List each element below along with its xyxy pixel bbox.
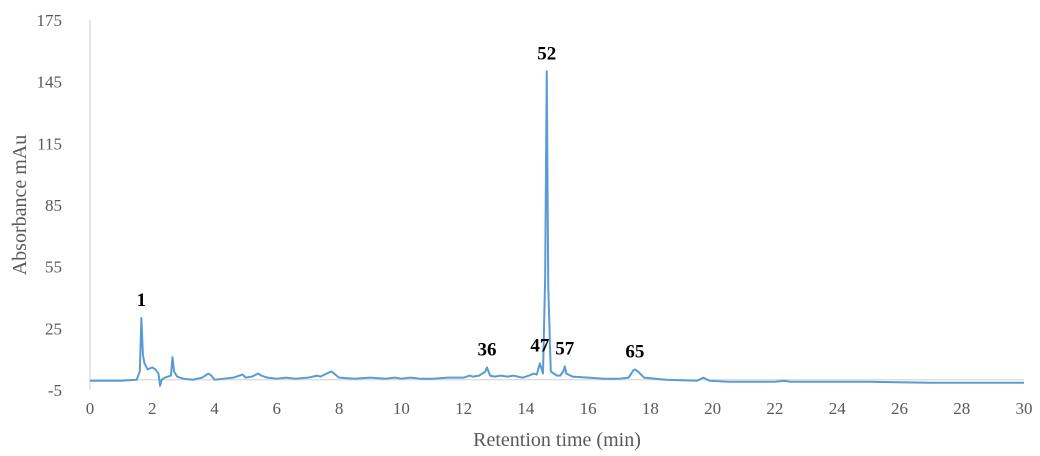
y-tick-label: 55 — [45, 258, 62, 277]
x-tick-label: 20 — [704, 399, 721, 418]
peak-label: 65 — [625, 341, 644, 362]
y-tick-label: 145 — [37, 73, 63, 92]
x-tick-label: 22 — [766, 399, 783, 418]
y-tick-label: 25 — [45, 319, 62, 338]
peak-label: 57 — [555, 338, 575, 359]
axes — [89, 20, 1024, 390]
x-tick-label: 4 — [210, 399, 219, 418]
y-tick-label: 115 — [37, 134, 62, 153]
peak-label: 52 — [537, 43, 556, 64]
x-tick-label: 14 — [517, 399, 535, 418]
y-tick-labels: -5 25 55 85 115 145 175 — [37, 11, 63, 400]
x-tick-labels: 0 2 4 6 8 10 12 14 16 18 20 22 24 26 28 30 — [86, 399, 1033, 418]
x-tick-label: 0 — [86, 399, 95, 418]
absorbance-series-line — [90, 70, 1024, 387]
y-tick-label: 85 — [45, 196, 62, 215]
x-tick-label: 18 — [642, 399, 659, 418]
x-tick-label: 24 — [829, 399, 847, 418]
x-tick-label: 16 — [580, 399, 597, 418]
peak-label: 1 — [137, 290, 147, 311]
peak-label: 47 — [530, 335, 550, 356]
peak-label: 36 — [477, 339, 496, 360]
x-tick-label: 8 — [335, 399, 344, 418]
x-tick-label: 2 — [148, 399, 157, 418]
x-tick-label: 30 — [1016, 399, 1033, 418]
x-tick-label: 10 — [393, 399, 410, 418]
x-axis-title: Retention time (min) — [473, 429, 641, 451]
y-axis-title: Absorbance mAu — [9, 135, 31, 276]
x-tick-label: 28 — [953, 399, 970, 418]
peak-labels: 1 36 47 52 57 65 — [137, 43, 645, 362]
y-tick-label: 175 — [37, 11, 63, 30]
y-tick-label: -5 — [48, 381, 62, 400]
x-tick-label: 12 — [455, 399, 472, 418]
x-tick-label: 6 — [273, 399, 282, 418]
x-tick-label: 26 — [891, 399, 908, 418]
